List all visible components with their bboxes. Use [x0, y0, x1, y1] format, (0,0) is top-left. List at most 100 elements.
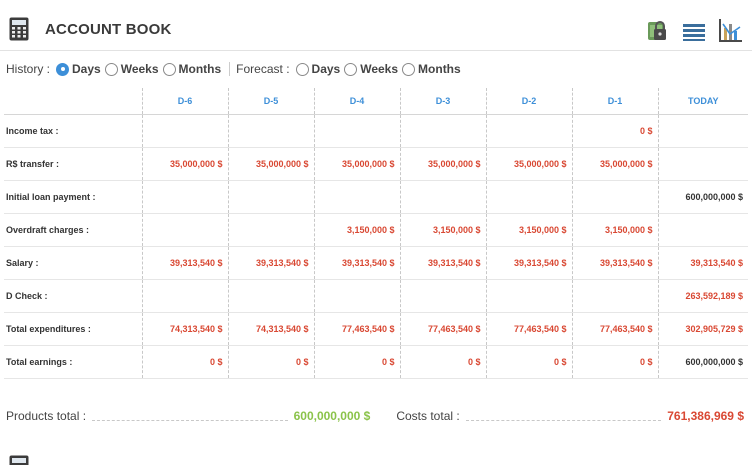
table-cell — [227, 213, 314, 247]
table-cell-today — [657, 114, 748, 148]
radio-icon — [295, 62, 309, 76]
toolbar-icons — [644, 16, 744, 44]
table-body: Income tax :0 $ R$ transfer :35,000,000 $… — [4, 114, 748, 379]
table-cell — [227, 114, 314, 148]
table-cell: 3,150,000 $ — [485, 213, 572, 247]
table-row: R$ transfer :35,000,000 $35,000,000 $35,… — [4, 147, 748, 181]
table-cell: 0 $ — [399, 345, 486, 379]
table-cell — [399, 180, 486, 214]
radio-icon — [104, 62, 118, 76]
table-row: Income tax : 0 $ — [4, 114, 748, 148]
forecast-months-radio[interactable]: Months — [402, 62, 461, 76]
row-label: Salary : — [4, 246, 142, 280]
costs-total-label: Costs total : — [396, 409, 460, 423]
period-filters: History : Days Weeks Months Forecast : D… — [6, 60, 465, 78]
table-cell: 74,313,540 $ — [227, 312, 314, 346]
table-cell: 35,000,000 $ — [141, 147, 228, 181]
radio-selected-icon — [56, 62, 70, 76]
table-cell: 3,150,000 $ — [313, 213, 400, 247]
history-weeks-radio[interactable]: Weeks — [104, 62, 159, 76]
history-days-radio[interactable]: Days — [56, 62, 101, 76]
page-title: ACCOUNT BOOK — [45, 21, 172, 38]
table-cell: 77,463,540 $ — [571, 312, 658, 346]
header-bar: ACCOUNT BOOK — [0, 0, 752, 51]
column-header-today: TODAY — [657, 88, 748, 115]
table-cell: 77,463,540 $ — [313, 312, 400, 346]
forecast-weeks-radio[interactable]: Weeks — [344, 62, 398, 76]
table-row: Total expenditures :74,313,540 $74,313,5… — [4, 312, 748, 346]
table-cell-today: 302,905,729 $ — [657, 312, 748, 346]
table-cell: 35,000,000 $ — [313, 147, 400, 181]
table-row: Salary :39,313,540 $39,313,540 $39,313,5… — [4, 246, 748, 280]
forecast-label: Forecast : — [236, 62, 290, 76]
calculator-icon — [9, 17, 29, 41]
table-cell-today: 263,592,189 $ — [657, 279, 748, 313]
table-cell: 74,313,540 $ — [141, 312, 228, 346]
table-cell-today — [657, 213, 748, 247]
table-cell: 35,000,000 $ — [227, 147, 314, 181]
table-cell — [141, 114, 228, 148]
history-label: History : — [6, 62, 51, 76]
column-header-label — [4, 88, 142, 115]
row-label: Total earnings : — [4, 345, 142, 379]
table-cell: 0 $ — [227, 345, 314, 379]
table-cell: 35,000,000 $ — [485, 147, 572, 181]
products-total-label: Products total : — [6, 409, 87, 423]
table-cell: 0 $ — [571, 114, 658, 148]
table-cell-today — [657, 147, 748, 181]
column-header: D-1 — [571, 88, 658, 115]
table-cell-today: 600,000,000 $ — [657, 180, 748, 214]
table-cell — [313, 114, 400, 148]
radio-icon — [402, 62, 416, 76]
column-header: D-3 — [399, 88, 486, 115]
table-cell: 39,313,540 $ — [399, 246, 486, 280]
radio-icon — [162, 62, 176, 76]
chart-icon[interactable] — [716, 16, 744, 44]
row-label: Income tax : — [4, 114, 142, 148]
table-cell: 0 $ — [485, 345, 572, 379]
forecast-days-radio[interactable]: Days — [295, 62, 340, 76]
table-cell: 3,150,000 $ — [399, 213, 486, 247]
row-label: D Check : — [4, 279, 142, 313]
table-cell — [399, 279, 486, 313]
table-cell — [313, 279, 400, 313]
table-cell — [227, 180, 314, 214]
table-cell: 39,313,540 $ — [227, 246, 314, 280]
table-row: D Check : 263,592,189 $ — [4, 279, 748, 313]
products-total-value: 600,000,000 $ — [293, 409, 371, 423]
table-cell — [485, 114, 572, 148]
history-months-radio[interactable]: Months — [162, 62, 221, 76]
table-cell — [313, 180, 400, 214]
table-cell — [141, 213, 228, 247]
table-cell-today: 600,000,000 $ — [657, 345, 748, 379]
list-icon[interactable] — [680, 16, 708, 44]
totals-bar: Products total : 600,000,000 $ Costs tot… — [6, 406, 744, 426]
table-cell — [485, 180, 572, 214]
dotted-leader — [465, 412, 662, 421]
table-cell — [399, 114, 486, 148]
dotted-leader — [92, 412, 288, 421]
table-row: Overdraft charges :3,150,000 $3,150,000 … — [4, 213, 748, 247]
table-cell — [227, 279, 314, 313]
table-cell: 39,313,540 $ — [313, 246, 400, 280]
table-cell — [485, 279, 572, 313]
table-header-row: D-6 D-5 D-4 D-3 D-2 D-1 TODAY — [4, 88, 748, 115]
table-cell: 77,463,540 $ — [399, 312, 486, 346]
table-cell — [571, 180, 658, 214]
column-header: D-6 — [141, 88, 228, 115]
column-header: D-5 — [227, 88, 314, 115]
table-cell: 0 $ — [571, 345, 658, 379]
table-cell: 39,313,540 $ — [571, 246, 658, 280]
table-cell: 39,313,540 $ — [141, 246, 228, 280]
table-cell: 0 $ — [313, 345, 400, 379]
divider — [229, 62, 231, 76]
table-cell: 35,000,000 $ — [399, 147, 486, 181]
table-row: Total earnings :0 $0 $0 $0 $0 $0 $600,00… — [4, 345, 748, 379]
row-label: Initial loan payment : — [4, 180, 142, 214]
account-table: D-6 D-5 D-4 D-3 D-2 D-1 TODAY Income tax… — [4, 88, 748, 379]
table-cell — [571, 279, 658, 313]
costs-total-value: 761,386,969 $ — [667, 409, 744, 423]
column-header: D-2 — [485, 88, 572, 115]
lock-icon[interactable] — [644, 16, 672, 44]
table-cell — [141, 180, 228, 214]
